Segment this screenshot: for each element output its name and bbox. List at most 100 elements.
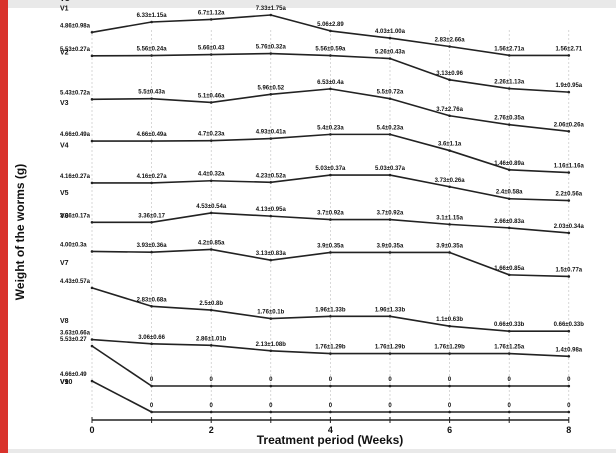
data-point	[567, 171, 571, 174]
data-label: 0.66±0.33b	[554, 322, 585, 328]
series-vc-segment	[151, 18, 212, 23]
data-point	[448, 251, 451, 254]
data-point	[150, 220, 153, 224]
series-v8-segment	[151, 343, 212, 347]
data-point	[269, 384, 273, 388]
data-label: 1.76±1.29b	[434, 345, 465, 351]
series-v1-segment	[330, 54, 391, 60]
series-label-v4: V4	[60, 143, 69, 150]
data-point	[507, 384, 511, 388]
series-v6-segment	[211, 248, 271, 261]
series-v10-segment	[91, 380, 152, 413]
data-label: 5.06±2.89	[317, 22, 344, 28]
data-point	[150, 20, 153, 24]
series-v4-segment	[151, 179, 212, 184]
data-point	[269, 52, 273, 55]
data-label: 5.03±0.37a	[375, 166, 406, 172]
series-v7-segment	[211, 309, 271, 320]
data-label: 1.76±1.29b	[315, 345, 346, 351]
data-point	[507, 54, 511, 57]
series-v3-segment	[449, 149, 510, 171]
series-v3-segment	[509, 169, 569, 174]
data-point	[507, 329, 511, 333]
series-label-v6: V6	[60, 213, 69, 220]
data-point	[90, 30, 94, 34]
data-label: 1.46±0.89a	[494, 161, 525, 167]
data-label: 1.9±0.95a	[555, 83, 582, 89]
data-label: 2.76±0.35a	[494, 116, 525, 122]
series-v9: V9 5.53±0.27 0 0 0 0 0 0 0 0	[60, 337, 571, 388]
data-point	[567, 90, 571, 94]
data-label: 1.76±1.29b	[375, 345, 406, 351]
data-point	[507, 123, 511, 126]
data-point	[448, 324, 451, 328]
data-label: 1.16±1.16a	[554, 164, 585, 170]
series-v3-segment	[211, 137, 271, 142]
data-label: 2.06±0.26a	[554, 122, 585, 128]
data-label: 5.4±0.23a	[377, 125, 404, 131]
data-point	[269, 410, 273, 414]
data-label: 3.9±0.35a	[317, 243, 344, 249]
series-label-v8: V8	[60, 318, 69, 325]
data-label: 5.5±0.43a	[138, 90, 165, 96]
data-point	[209, 18, 213, 21]
data-label: 4.43±0.57a	[60, 279, 91, 285]
data-point	[567, 354, 571, 358]
data-point	[388, 352, 392, 355]
data-label: 4.86±0.98a	[60, 23, 91, 29]
data-label: 3.13±0.83a	[256, 251, 287, 257]
data-label: 3.13±0.96	[436, 71, 463, 77]
data-point	[150, 250, 153, 254]
series-v4-segment	[270, 174, 331, 184]
series-v7-segment	[270, 315, 331, 320]
data-point	[388, 133, 392, 136]
data-point	[448, 45, 451, 48]
data-label: 1.96±1.33b	[315, 307, 346, 313]
data-point	[507, 273, 511, 277]
series-v2-segment	[91, 97, 152, 101]
data-point	[388, 314, 392, 318]
series-label-v1: V1	[60, 6, 69, 13]
data-label: 5.43±0.72a	[60, 90, 91, 96]
gridlines	[91, 30, 570, 411]
x-tick-label-4: 4	[328, 425, 333, 435]
series-vc: VC 4.86±0.98a 6.33±1.15a 6.7±1.12a 7.33±1.75…	[60, 0, 583, 57]
data-label: 2.4±0.58a	[496, 190, 523, 196]
data-label: 5.03±0.37a	[315, 166, 346, 172]
data-point	[269, 214, 273, 218]
data-point	[329, 87, 332, 91]
data-point	[448, 384, 451, 388]
data-point	[567, 199, 571, 202]
bottom-border	[8, 449, 616, 453]
data-label: 5.26±0.43a	[375, 50, 406, 56]
series-v8: V8 3.63±0.66a 3.06±0.66 2.86±1.01b 2.13±1.08…	[60, 318, 583, 358]
series-v4: V4 4.16±0.27a 4.16±0.27a 4.4±0.32a 4.23±0.52…	[60, 143, 583, 202]
data-point	[567, 54, 571, 57]
data-point	[90, 379, 94, 383]
data-label: 3.93±0.36a	[137, 243, 168, 249]
data-label: 4.7±0.23a	[198, 132, 225, 138]
x-axis-title: Treatment period (Weeks)	[257, 433, 403, 447]
data-label: 1.5±0.77a	[555, 267, 582, 273]
data-point	[269, 317, 273, 320]
series-v4-segment	[509, 197, 569, 202]
data-point	[448, 223, 451, 226]
data-point	[567, 329, 571, 333]
data-label: 0	[269, 403, 273, 409]
data-label: 4.23±0.52a	[256, 173, 287, 179]
x-tick-label-2: 2	[209, 425, 214, 435]
series-v2-segment	[330, 88, 391, 100]
data-point	[269, 180, 273, 184]
series-v7-segment	[449, 325, 510, 333]
series-v7-segment	[151, 305, 212, 311]
data-label: 0	[210, 403, 214, 409]
data-point	[388, 36, 392, 40]
data-label: 3.36±0.17	[138, 213, 165, 219]
y-axis-title: Weight of the worms (g)	[13, 164, 27, 300]
data-point	[329, 251, 332, 254]
data-label: 5.66±0.43	[198, 46, 225, 52]
series-v3-segment	[389, 133, 450, 152]
series-v6-segment	[270, 251, 331, 261]
data-point	[329, 384, 332, 388]
data-label: 5.76±0.32a	[256, 45, 287, 51]
